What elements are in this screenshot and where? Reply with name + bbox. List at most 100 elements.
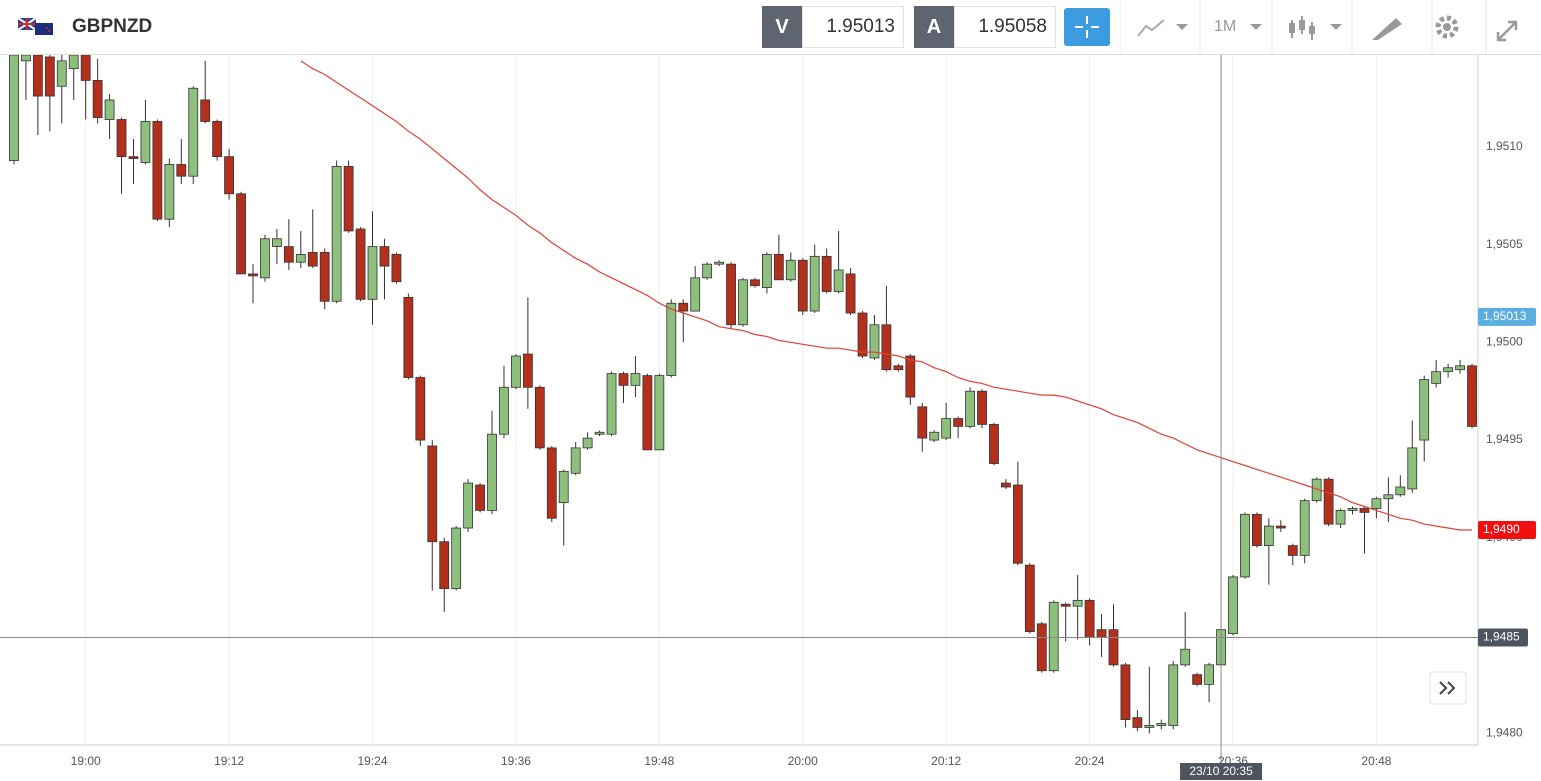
candle-body xyxy=(1323,478,1334,525)
candle-body xyxy=(224,156,234,195)
candle-body xyxy=(1299,500,1310,556)
candle-body xyxy=(1012,484,1023,564)
candle-body xyxy=(1036,623,1047,672)
candle-body xyxy=(56,60,67,87)
y-tick-label: 1,9500 xyxy=(1486,335,1523,349)
candle-body xyxy=(1407,447,1418,490)
candle-body xyxy=(1359,508,1370,513)
candle-body xyxy=(1192,674,1203,685)
candle-body xyxy=(1263,525,1274,547)
candle-body xyxy=(379,246,390,267)
candle-body xyxy=(1072,599,1083,607)
candle-body xyxy=(1120,664,1131,720)
candle-body xyxy=(977,390,987,425)
buy-price-text: 1.95058 xyxy=(978,16,1047,37)
chart: 1,9480 1,9485 1,9490 1,9495 1,9500 1,9505 1,95… xyxy=(0,55,1536,780)
x-tick-label: 19:36 xyxy=(501,754,531,768)
candle-body xyxy=(893,365,904,371)
buy-price[interactable]: 1.95058 xyxy=(954,6,1056,48)
candle-body xyxy=(618,373,629,386)
candle-body xyxy=(1287,545,1298,556)
candle-body xyxy=(128,156,139,159)
candle-body xyxy=(331,166,342,302)
candle-body xyxy=(176,164,187,177)
candle-body xyxy=(1168,664,1179,726)
candle-body xyxy=(534,386,545,449)
symbol: GBPNZD xyxy=(72,16,153,37)
candle-body xyxy=(343,166,354,232)
candle-body xyxy=(283,246,294,263)
candle-body xyxy=(1108,629,1119,666)
price-tag-label: 1,9490 xyxy=(1483,522,1520,536)
candle-body xyxy=(965,390,975,427)
crosshair-y-tag xyxy=(1478,628,1528,647)
candle-body xyxy=(809,255,820,312)
candle-body xyxy=(606,373,617,435)
candle-body xyxy=(511,355,521,388)
candle-body xyxy=(702,263,713,279)
candle-body xyxy=(762,253,772,289)
sell-label[interactable]: V xyxy=(762,6,802,48)
candle-body xyxy=(295,253,306,263)
candle-body xyxy=(714,261,724,265)
candle-body xyxy=(1084,599,1095,638)
candle-body xyxy=(1060,603,1071,607)
candle-body xyxy=(1335,510,1346,525)
buy-label[interactable]: A xyxy=(914,6,954,48)
toolbar: GBPNZD V 1.95013 A 1.95058 1M xyxy=(0,0,1541,55)
candle-body xyxy=(917,406,928,439)
candle-body xyxy=(941,418,952,439)
sell-price[interactable]: 1.95013 xyxy=(802,6,904,48)
price-tag xyxy=(1478,307,1536,326)
candle-body xyxy=(1096,629,1107,638)
candle-body xyxy=(785,259,796,281)
candle-body xyxy=(989,424,999,464)
candle-body xyxy=(188,87,199,177)
candle-body xyxy=(1431,371,1442,384)
y-tick-label: 1,9480 xyxy=(1486,725,1523,739)
candle-body xyxy=(319,252,330,302)
candle-body xyxy=(1240,513,1250,578)
candle-body xyxy=(307,252,318,267)
x-tick-label: 19:12 xyxy=(214,754,244,768)
candle-body xyxy=(212,121,223,158)
timeframe[interactable]: 1M xyxy=(1214,18,1237,35)
candle-body xyxy=(750,279,760,287)
expand-button[interactable] xyxy=(1429,671,1467,705)
candle-body xyxy=(678,302,689,312)
price-tag xyxy=(1478,520,1536,539)
candle-body xyxy=(929,431,940,441)
candle-body xyxy=(1228,576,1238,634)
candle-body xyxy=(116,119,127,158)
x-tick-label: 20:48 xyxy=(1361,754,1391,768)
x-tick-label: 19:00 xyxy=(71,754,101,768)
candle-body xyxy=(1395,486,1406,496)
candle-body xyxy=(32,55,43,97)
candle-body xyxy=(68,55,79,70)
candle-body xyxy=(104,99,115,120)
candle-body xyxy=(236,193,246,275)
candle-body xyxy=(1455,365,1465,371)
crosshair-x-label: 23/10 20:35 xyxy=(1189,764,1253,778)
candle-body xyxy=(439,541,450,590)
candle-body xyxy=(773,253,784,281)
sell-price-text: 1.95013 xyxy=(826,16,895,37)
candle-body xyxy=(140,121,151,163)
candle-body xyxy=(1443,367,1454,373)
candle-body xyxy=(1180,648,1191,666)
candle-body xyxy=(881,324,892,371)
candle-body xyxy=(475,484,485,511)
candle-body xyxy=(391,253,402,283)
x-tick-label: 20:00 xyxy=(788,754,818,768)
candle-body xyxy=(594,431,605,435)
candle-body xyxy=(833,269,844,292)
candle-body xyxy=(582,437,593,449)
crosshair-button[interactable] xyxy=(1064,8,1110,46)
y-tick-label: 1,9510 xyxy=(1486,139,1523,153)
tool-icons xyxy=(1120,0,1518,54)
candle-body xyxy=(1024,564,1035,633)
moving-average xyxy=(300,60,1472,531)
candle-body xyxy=(654,375,665,451)
crosshair-y-label: 1,9485 xyxy=(1483,630,1520,644)
